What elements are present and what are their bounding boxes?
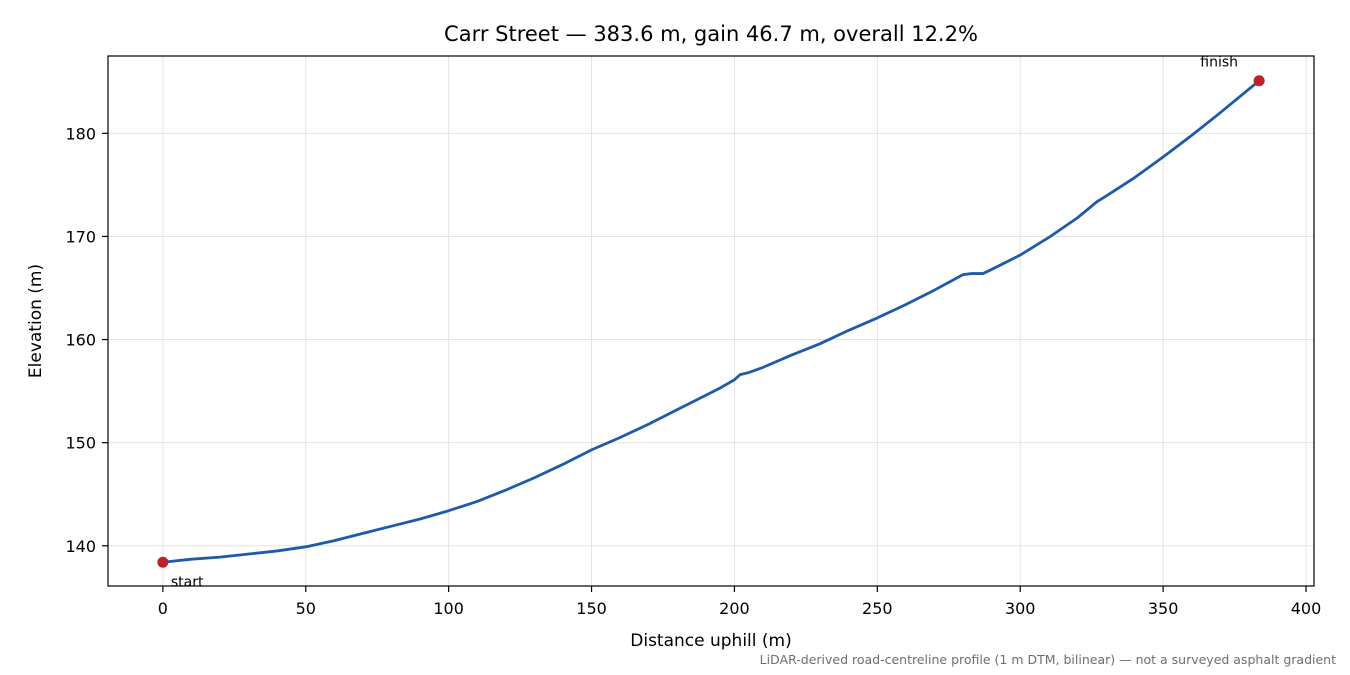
x-tick-label: 400: [1291, 599, 1322, 618]
x-tick-label: 300: [1005, 599, 1036, 618]
y-tick-label: 160: [65, 331, 96, 350]
chart-title: Carr Street — 383.6 m, gain 46.7 m, over…: [444, 22, 978, 46]
finish-marker: [1253, 75, 1265, 87]
y-tick-label: 170: [65, 227, 96, 246]
x-tick-label: 50: [296, 599, 316, 618]
y-axis-label: Elevation (m): [26, 264, 46, 378]
x-axis-label: Distance uphill (m): [630, 631, 791, 651]
start-marker: [157, 556, 169, 568]
line-layer: [161, 79, 1261, 564]
x-tick-label: 250: [862, 599, 893, 618]
y-tick-label: 140: [65, 537, 96, 556]
finish-label: finish: [1200, 55, 1238, 71]
x-tick-label: 100: [433, 599, 464, 618]
ticks: 0 50 100 150 200 250 300 350 400 140 150 160 170 180: [65, 124, 1321, 618]
x-tick-label: 350: [1148, 599, 1179, 618]
y-tick-label: 180: [65, 124, 96, 143]
elevation-profile-line: [161, 79, 1261, 564]
y-tick-label: 150: [65, 434, 96, 453]
x-tick-label: 200: [719, 599, 750, 618]
x-tick-label: 0: [158, 599, 168, 618]
start-label: start: [171, 574, 204, 590]
x-tick-label: 150: [576, 599, 607, 618]
footnote: LiDAR-derived road-centreline profile (1…: [760, 652, 1336, 667]
grid: [108, 56, 1314, 586]
markers: start finish: [157, 55, 1265, 590]
plot-frame: [107, 55, 1315, 587]
